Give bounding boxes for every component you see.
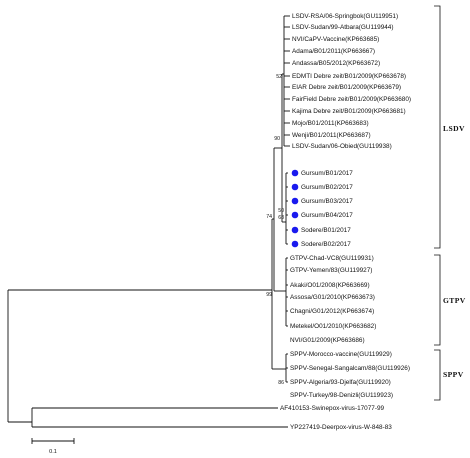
gtpv-taxa: GTPV-Chad-VC8(GU119931) GTPV-Yemen/83(GU… [290,255,376,344]
taxon-label: Gursum/B03/2017 [301,198,353,205]
outgroup-taxa: AF410153-Swinepox-virus-17077-99 YP22741… [280,405,392,431]
taxon-label: Sodere/B02/2017 [301,241,351,248]
taxon-label: Assosa/G01/2010(KP663673) [290,294,375,301]
sppv-group-label: SPPV [443,370,464,379]
taxon-label: SPPV-Algeria/93-Djelfa(GU119920) [290,379,391,386]
group-brackets: LSDV GTPV SPPV [434,5,466,401]
bootstrap-value: 52 [276,74,282,80]
taxon-label: LSDV-RSA/06-Springbok(GU119951) [292,13,398,20]
scale-bar: 0.1 [31,438,75,455]
blue-dot-icon [291,211,299,219]
bootstrap-value: 86 [278,380,284,386]
scale-bar-label: 0.1 [49,449,57,455]
blue-dot-icon [291,169,299,177]
bootstrap-value: 74 [266,214,272,220]
taxon-label: AF410153-Swinepox-virus-17077-99 [280,405,385,412]
highlight-markers [291,169,299,248]
taxon-label: YP227419-Deerpox-virus-W-848-83 [290,424,392,431]
bootstrap-values: 52 90 50 68 74 99 86 [266,74,284,386]
taxon-label: EIAR Debre zeit/B01/2009(KP663679) [292,84,401,91]
taxon-label: Adama/B01/2011(KP663667) [292,48,375,55]
gtpv-group-label: GTPV [443,296,466,305]
taxon-label: Akaki/O01/2008(KP663669) [290,282,370,289]
gtpv-bracket [434,254,441,346]
taxon-label: Kajima Debre zeit/B01/2009(KP663681) [292,108,406,115]
taxon-label: Gursum/B02/2017 [301,184,353,191]
taxon-label: Andassa/B05/2012(KP663672) [292,60,380,67]
taxon-label: Gursum/B04/2017 [301,212,353,219]
taxon-label: EDMTI Debre zeit/B01/2009(KP663678) [292,73,406,80]
taxon-label: Gursum/B01/2017 [301,170,353,177]
taxon-label: LSDV-Sudan/99-Atbara(GU119944) [292,24,393,31]
bootstrap-value: 68 [278,215,284,221]
sppv-taxa: SPPV-Morocco-vaccine(GU119929) SPPV-Sene… [290,351,410,399]
blue-dot-icon [291,183,299,191]
taxon-label: NVI/CaPV-Vaccine(KP663685) [292,36,379,43]
taxon-label: GTPV-Yemen/83(GU119927) [290,267,372,274]
taxon-label: GTPV-Chad-VC8(GU119931) [290,255,374,262]
blue-dot-icon [291,240,299,248]
taxon-label: Metekel/O01/2010(KP663682) [290,323,376,330]
bootstrap-value: 50 [278,208,284,214]
blue-dot-icon [291,197,299,205]
lsdv-taxa: LSDV-RSA/06-Springbok(GU119951) LSDV-Sud… [292,13,411,248]
lsdv-group-label: LSDV [443,124,465,133]
tree-branches [7,15,290,428]
taxon-label: SPPV-Turkey/98-Denizli(GU119923) [290,392,393,399]
taxon-label: Sodere/B01/2017 [301,227,351,234]
taxon-label: Mojo/B01/2011(KP663683) [292,120,369,127]
taxon-label: SPPV-Senegal-Sangalcam/88(GU119926) [290,365,410,372]
taxon-label: Chagni/G01/2012(KP663674) [290,308,374,315]
taxon-label: LSDV-Sudan/06-Obied(GU119938) [292,143,392,150]
taxon-label: FairField Debre zeit/B01/2009(KP663680) [292,96,411,103]
lsdv-bracket [434,5,441,249]
taxon-label: SPPV-Morocco-vaccine(GU119929) [290,351,392,358]
blue-dot-icon [291,226,299,234]
bootstrap-value: 99 [266,292,272,298]
taxon-label: NVI/G01/2009(KP663686) [290,337,365,344]
taxon-label: Wenji/B01/2011(KP663687) [292,132,371,139]
bootstrap-value: 90 [274,136,280,142]
sppv-bracket [434,349,441,401]
